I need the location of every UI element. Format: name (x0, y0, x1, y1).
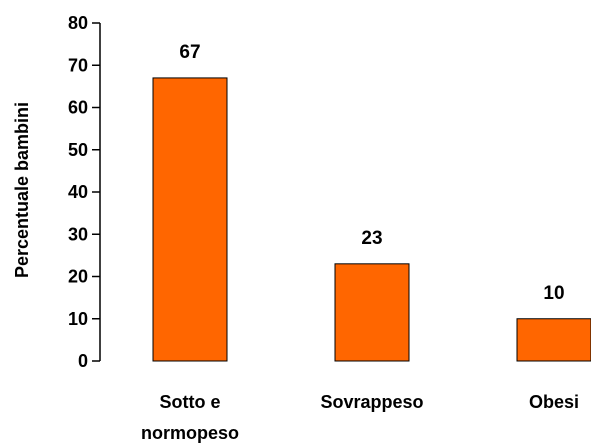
y-tick-label: 20 (68, 267, 88, 287)
data-labels: 67 23 10 (179, 42, 564, 304)
y-tick-label: 40 (68, 182, 88, 202)
bars (152, 77, 591, 362)
y-tick-label: 30 (68, 224, 88, 244)
bar (152, 77, 228, 362)
y-axis: 0 10 20 30 40 50 60 70 80 (68, 13, 101, 371)
y-tick-label: 50 (68, 140, 88, 160)
data-label: 23 (361, 228, 382, 249)
bar (334, 263, 410, 362)
data-label: 67 (179, 42, 200, 63)
y-axis-title: Percentuale bambini (12, 102, 32, 278)
y-tick-label: 80 (68, 13, 88, 33)
bar (516, 318, 591, 362)
y-tick-label: 60 (68, 98, 88, 118)
category-label: normopeso (141, 423, 239, 443)
y-tick-label: 70 (68, 55, 88, 75)
category-label: Obesi (529, 392, 579, 412)
category-label: Sovrappeso (320, 392, 423, 412)
y-tick-label: 0 (78, 351, 88, 371)
y-tick-label: 10 (68, 309, 88, 329)
data-label: 10 (543, 283, 564, 304)
category-labels: Sotto e normopeso Sovrappeso Obesi (141, 392, 579, 443)
category-label: Sotto e (160, 392, 221, 412)
